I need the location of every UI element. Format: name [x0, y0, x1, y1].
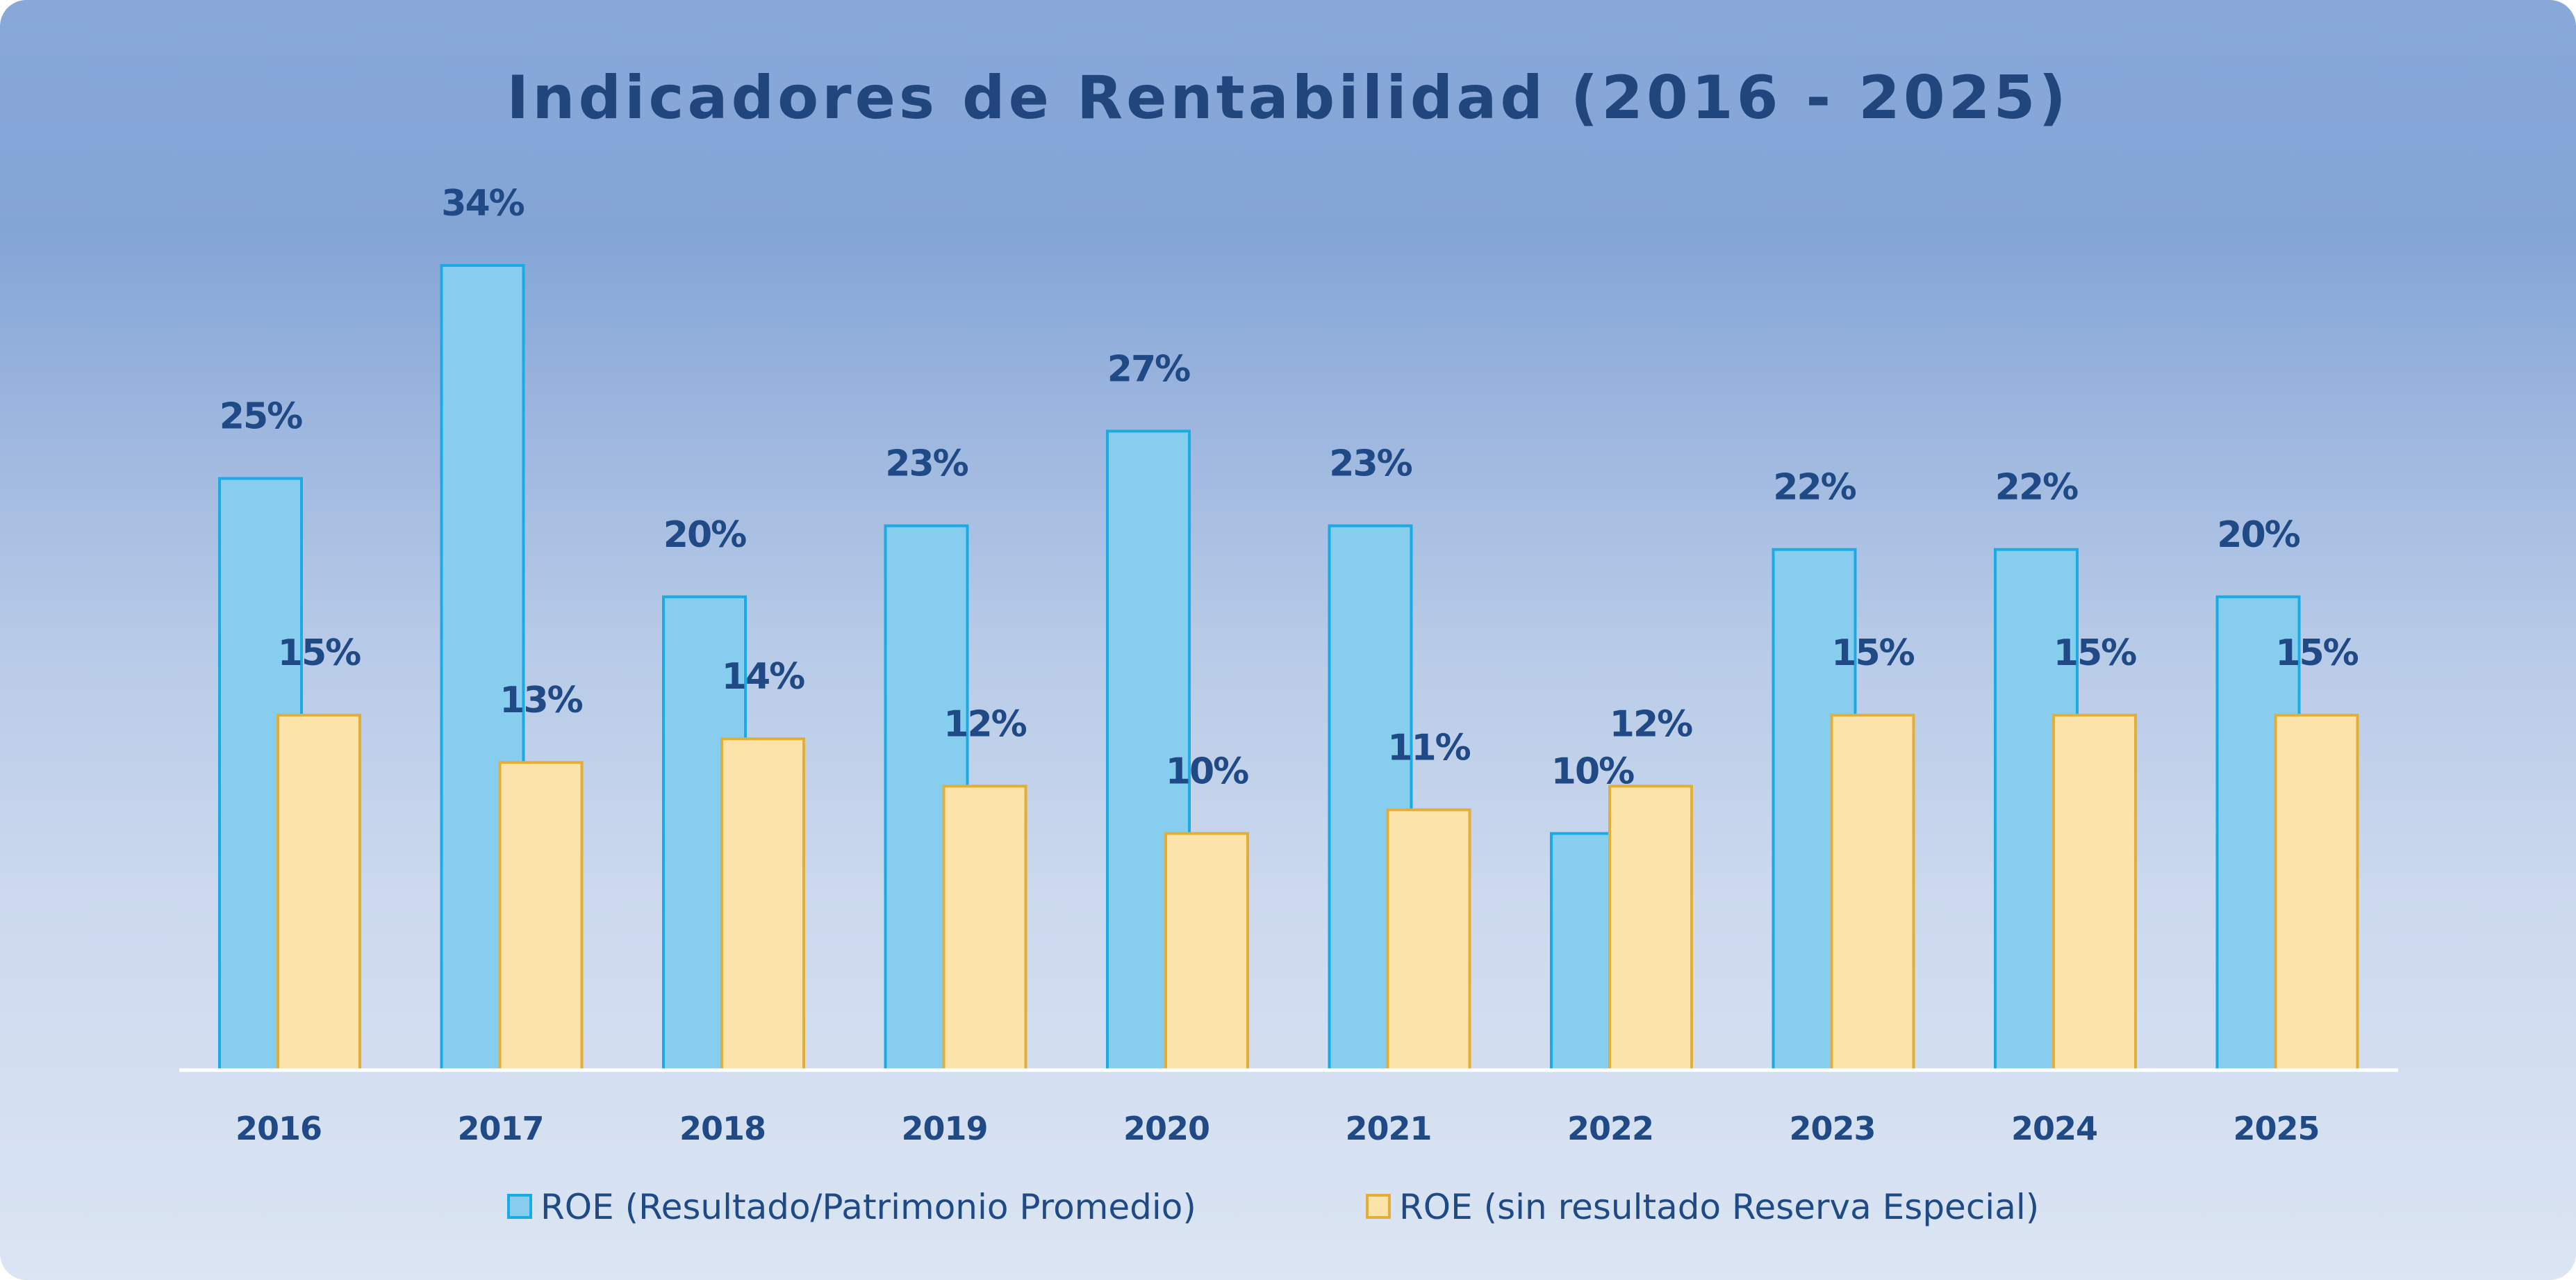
x-tick-2025: 2025 — [2233, 1110, 2319, 1147]
legend-label-roe-sin-reserva: ROE (sin resultado Reserva Especial) — [1399, 1187, 2039, 1227]
data-label-roe-sin-reserva-2022: 12% — [1610, 703, 1692, 745]
data-label-roe-sin-reserva-2023: 15% — [1831, 632, 1914, 674]
x-tick-2022: 2022 — [1567, 1110, 1653, 1147]
x-tick-2016: 2016 — [236, 1110, 322, 1147]
bars-layer — [218, 264, 2359, 1072]
x-tick-2020: 2020 — [1123, 1110, 1209, 1147]
bar-roe-sin-reserva-2022 — [1608, 785, 1693, 1072]
data-label-roe-2021: 23% — [1329, 443, 1412, 485]
data-label-roe-2017: 34% — [441, 183, 524, 224]
data-label-roe-sin-reserva-2016: 15% — [278, 632, 361, 674]
x-axis-ticks: 2016 2017 2018 2019 2020 2021 2022 2023 2024 2025 — [236, 1110, 2320, 1147]
data-label-roe-sin-reserva-2019: 12% — [943, 703, 1026, 745]
data-label-roe-sin-reserva-2017: 13% — [499, 680, 582, 721]
data-label-roe-2018: 20% — [663, 514, 746, 556]
x-tick-2017: 2017 — [457, 1110, 543, 1147]
legend-item-roe: ROE (Resultado/Patrimonio Promedio) — [507, 1187, 1196, 1227]
legend: ROE (Resultado/Patrimonio Promedio) ROE … — [507, 1187, 2039, 1227]
data-label-roe-2024: 22% — [1995, 467, 2078, 509]
bar-roe-sin-reserva-2023 — [1830, 714, 1915, 1072]
legend-swatch-roe — [507, 1194, 532, 1219]
bar-roe-sin-reserva-2019 — [942, 785, 1027, 1072]
x-tick-2019: 2019 — [901, 1110, 987, 1147]
data-label-roe-sin-reserva-2025: 15% — [2275, 632, 2358, 674]
data-label-roe-sin-reserva-2018: 14% — [722, 656, 804, 698]
data-labels: 25% 15% 34% 13% 20% 14% 23% 12% 27% 10% 23% 11% 10% 1… — [220, 183, 2360, 792]
bar-roe-sin-reserva-2024 — [2052, 714, 2137, 1072]
bar-roe-sin-reserva-2025 — [2274, 714, 2359, 1072]
data-label-roe-sin-reserva-2021: 11% — [1387, 727, 1470, 769]
x-tick-2021: 2021 — [1345, 1110, 1431, 1147]
data-label-roe-sin-reserva-2024: 15% — [2054, 632, 2136, 674]
bar-roe-sin-reserva-2020 — [1164, 832, 1249, 1072]
legend-item-roe-sin-reserva: ROE (sin resultado Reserva Especial) — [1366, 1187, 2039, 1227]
bar-roe-sin-reserva-2017 — [498, 761, 584, 1072]
bar-roe-sin-reserva-2016 — [276, 714, 361, 1072]
data-label-roe-2025: 20% — [2217, 514, 2300, 556]
data-label-roe-2023: 22% — [1773, 467, 1856, 509]
bar-roe-sin-reserva-2018 — [720, 737, 805, 1072]
chart-title: Indicadores de Rentabilidad (2016 - 2025… — [506, 63, 2070, 133]
data-label-roe-2022: 10% — [1551, 750, 1634, 792]
data-label-roe-2016: 25% — [220, 396, 302, 438]
data-label-roe-2020: 27% — [1107, 348, 1190, 390]
data-label-roe-2019: 23% — [885, 443, 968, 485]
x-tick-2024: 2024 — [2011, 1110, 2097, 1147]
x-tick-2018: 2018 — [679, 1110, 766, 1147]
legend-label-roe: ROE (Resultado/Patrimonio Promedio) — [540, 1187, 1196, 1227]
bar-roe-sin-reserva-2021 — [1386, 808, 1471, 1072]
legend-swatch-roe-sin-reserva — [1366, 1194, 1391, 1219]
data-label-roe-sin-reserva-2020: 10% — [1166, 750, 1248, 792]
x-tick-2023: 2023 — [1789, 1110, 1875, 1147]
